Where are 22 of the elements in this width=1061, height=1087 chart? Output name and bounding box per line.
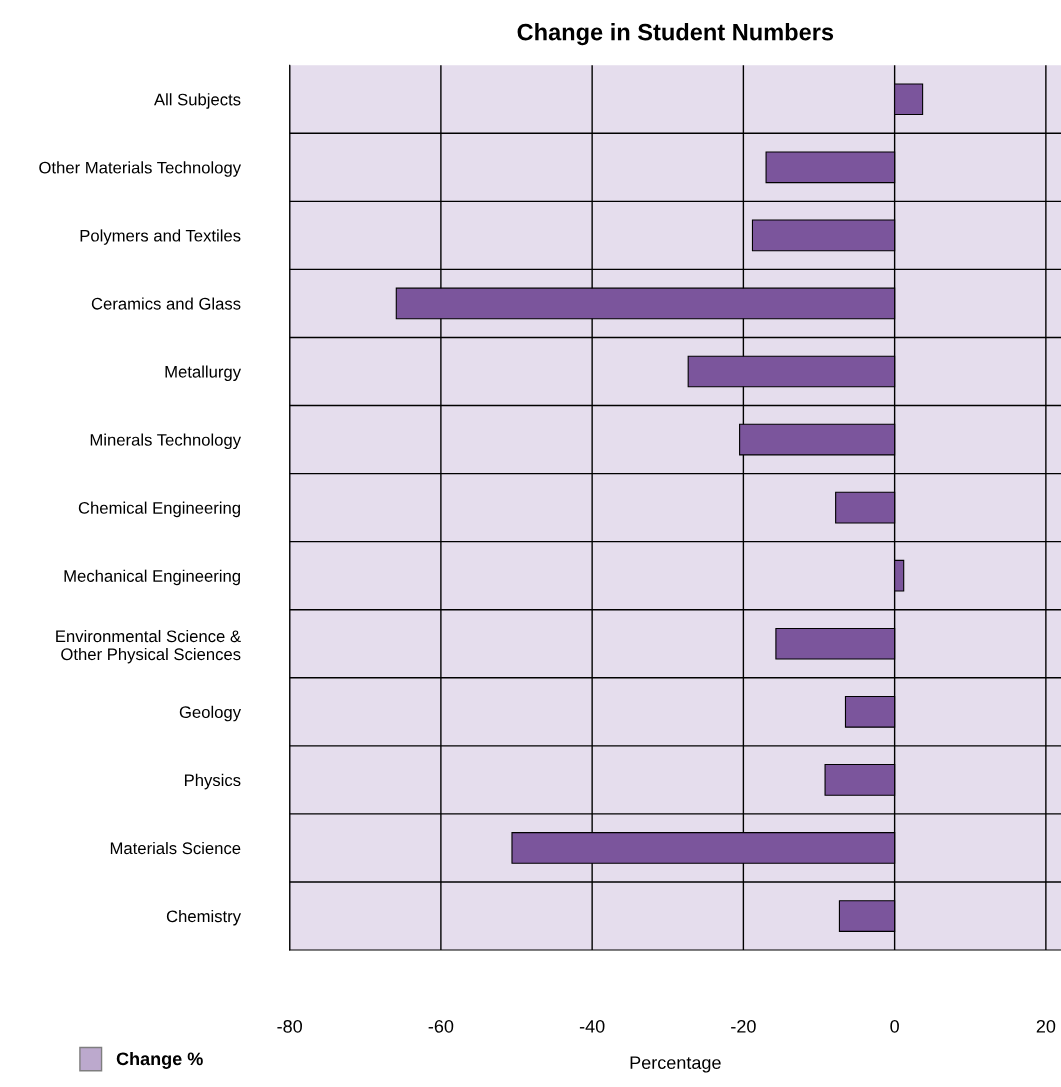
x-tick-label: -20 (731, 1019, 756, 1033)
y-tick-label: Other Materials Technology (39, 161, 242, 177)
y-tick-label: All Subjects (154, 93, 241, 109)
x-axis-title: Percentage (630, 1056, 721, 1073)
x-tick-label: -60 (428, 1019, 454, 1033)
chart-title: Change in Student Numbers (517, 23, 834, 46)
y-tick-label: Minerals Technology (90, 433, 242, 450)
y-tick-label: Metallurgy (165, 365, 242, 381)
x-tick-label: -40 (579, 1019, 605, 1033)
y-tick-label: Materials Science (110, 841, 241, 855)
x-tick-label: 0 (890, 1019, 899, 1033)
y-tick-label: Chemical Engineering (78, 501, 240, 518)
x-tick-label: 20 (1036, 1019, 1056, 1033)
y-tick-label: Polymers and Textiles (80, 229, 241, 245)
y-tick-label: Ceramics and Glass (91, 297, 241, 310)
y-tick-label: Environmental Science & Other Physical Sciences (56, 629, 241, 664)
y-tick-label: Geology (179, 705, 242, 722)
legend-label: Change % (116, 1051, 203, 1069)
y-tick-label: Physics (184, 773, 241, 790)
y-tick-label: Chemistry (166, 909, 242, 926)
x-tick-label: -80 (277, 1019, 302, 1033)
y-tick-label: Mechanical Engineering (64, 569, 240, 586)
